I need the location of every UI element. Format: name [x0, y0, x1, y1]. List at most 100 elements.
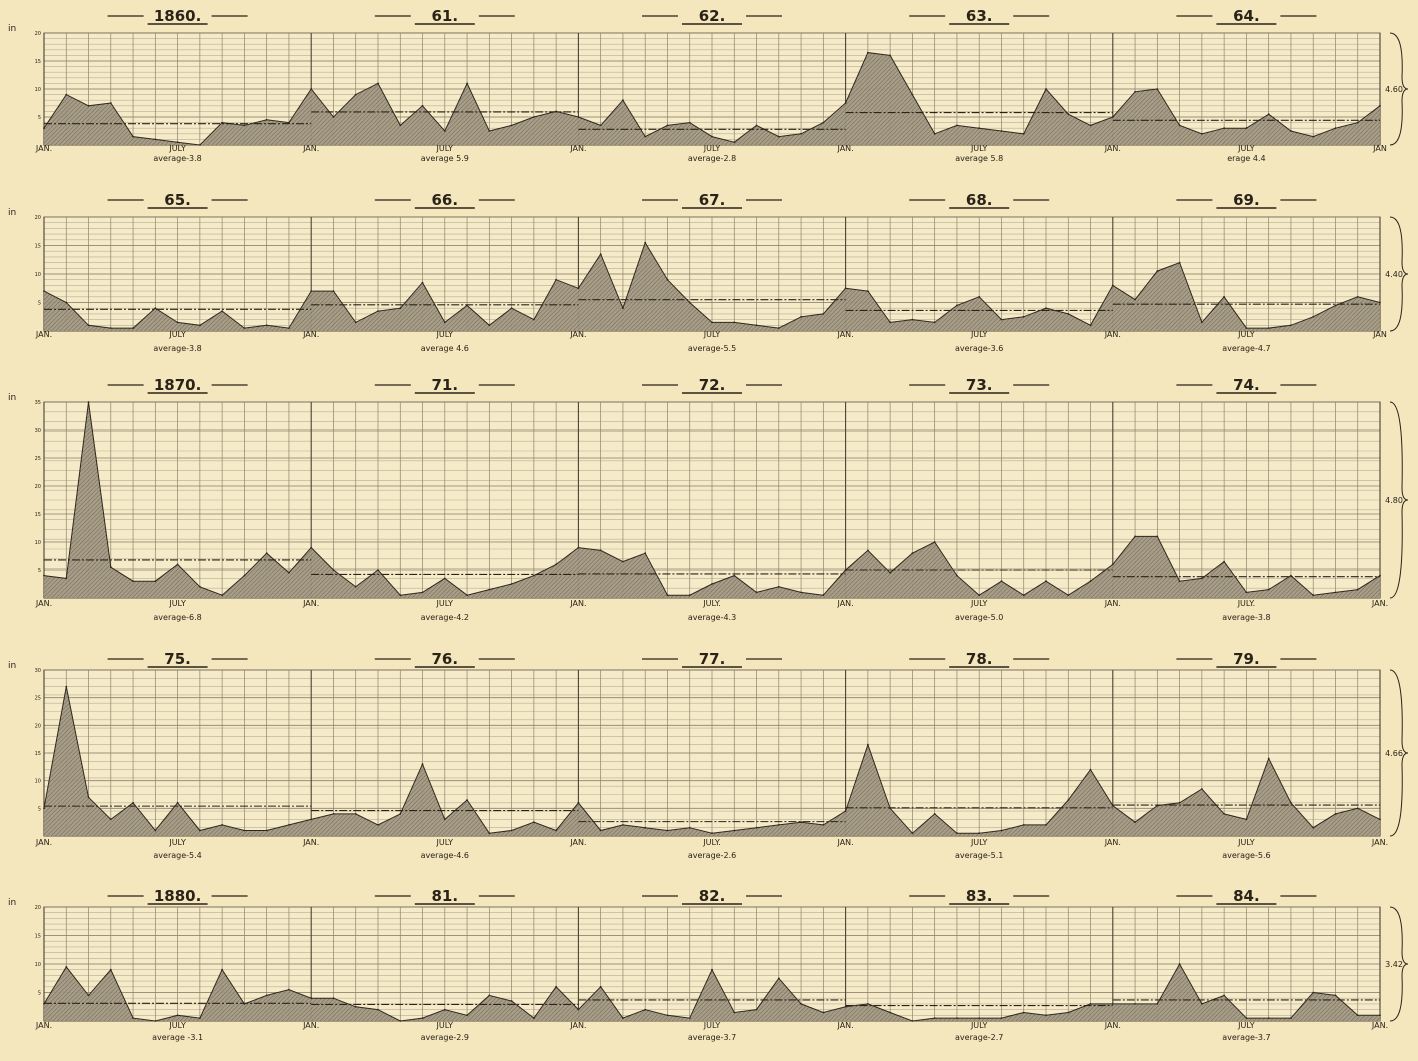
data-point: [666, 124, 669, 127]
average-label: average-4.2: [421, 613, 469, 622]
month-label: JULY: [168, 330, 186, 339]
data-point: [844, 810, 847, 812]
data-point: [288, 571, 290, 574]
year-title: 68.: [966, 191, 993, 209]
rainfall-area: [44, 402, 1380, 598]
month-label: JULY: [703, 330, 721, 339]
data-point: [1312, 826, 1315, 829]
data-point: [1379, 104, 1381, 107]
month-label: JULY: [970, 838, 988, 847]
data-point: [533, 116, 535, 118]
month-label: JULY: [1237, 144, 1255, 153]
data-point: [399, 594, 402, 597]
y-tick-label: 15: [35, 244, 41, 250]
y-unit-label: in: [8, 393, 16, 403]
data-point: [1045, 824, 1047, 826]
data-point: [1178, 801, 1181, 804]
data-point: [978, 594, 981, 597]
data-point: [533, 318, 535, 321]
data-point: [1312, 135, 1315, 138]
data-point: [154, 138, 157, 141]
month-label: JULY.: [1237, 599, 1255, 608]
data-point: [354, 93, 357, 96]
data-point: [577, 116, 580, 118]
data-point: [577, 801, 580, 804]
data-point: [889, 321, 891, 324]
data-point: [399, 1020, 402, 1022]
data-point: [109, 102, 112, 104]
data-point: [265, 994, 268, 997]
data-point: [199, 829, 201, 832]
data-point: [43, 807, 45, 810]
data-point: [443, 577, 446, 580]
month-label: JAN: [1372, 330, 1387, 339]
data-point: [1000, 318, 1003, 321]
year-title: 74.: [1233, 376, 1260, 394]
month-label: JAN.: [1104, 144, 1121, 153]
data-point: [1245, 591, 1248, 594]
average-label: average-4.6: [421, 851, 469, 860]
data-point: [956, 304, 958, 307]
data-point: [1334, 591, 1337, 594]
month-label: JULY: [436, 1021, 454, 1030]
average-label: average-2.8: [688, 154, 736, 163]
month-label: JAN.: [35, 599, 52, 608]
data-point: [199, 1017, 201, 1019]
overall-average-label: 4.66: [1385, 749, 1403, 758]
month-label: JAN.: [302, 1021, 319, 1030]
data-point: [1201, 132, 1203, 135]
data-point: [65, 577, 68, 580]
data-point: [911, 552, 914, 555]
data-point: [377, 1008, 379, 1011]
side-brace: [1389, 906, 1409, 1022]
average-label: average-3.7: [688, 1033, 736, 1042]
average-label: average 5.9: [421, 154, 469, 163]
data-point: [1201, 788, 1203, 790]
data-point: [800, 315, 802, 318]
month-label: JAN: [1372, 144, 1387, 153]
data-point: [978, 832, 981, 835]
data-point: [1379, 574, 1381, 577]
data-point: [1290, 1017, 1292, 1019]
data-point: [911, 832, 914, 835]
overall-average-label: 4.80: [1385, 496, 1403, 505]
data-point: [1201, 321, 1203, 324]
data-point: [644, 826, 647, 829]
month-label: JULY.: [702, 838, 720, 847]
data-point: [1290, 130, 1292, 132]
data-point: [733, 1011, 736, 1014]
y-tick-label: 15: [35, 59, 41, 65]
data-point: [1000, 580, 1003, 583]
data-point: [1067, 594, 1070, 597]
rainfall-area: [44, 964, 1380, 1021]
month-label: JULY: [1237, 838, 1255, 847]
y-unit-label: in: [8, 898, 16, 908]
month-label: JULY: [703, 1021, 721, 1030]
data-point: [332, 997, 335, 1000]
data-point: [644, 1008, 647, 1011]
average-label: average-3.7: [1222, 1033, 1270, 1042]
year-title: 65.: [164, 191, 191, 209]
data-point: [1111, 284, 1114, 287]
y-tick-label: 5: [38, 115, 41, 121]
average-label: average-3.6: [955, 344, 1003, 353]
year-title: 77.: [699, 650, 726, 668]
data-point: [1000, 829, 1003, 832]
month-label: JULY: [168, 599, 186, 608]
month-label: JAN.: [35, 1021, 52, 1030]
data-point: [154, 1020, 157, 1022]
y-tick-label: 25: [35, 456, 41, 462]
year-title: 71.: [432, 376, 459, 394]
month-label: JAN.: [1104, 1021, 1121, 1030]
data-point: [377, 824, 379, 826]
data-point: [822, 824, 825, 826]
data-point: [65, 966, 68, 968]
year-title: 63.: [966, 7, 993, 25]
data-point: [221, 968, 224, 971]
data-point: [711, 321, 713, 324]
data-point: [599, 124, 602, 127]
month-label: JAN.: [836, 1021, 853, 1030]
data-point: [1267, 1017, 1270, 1019]
